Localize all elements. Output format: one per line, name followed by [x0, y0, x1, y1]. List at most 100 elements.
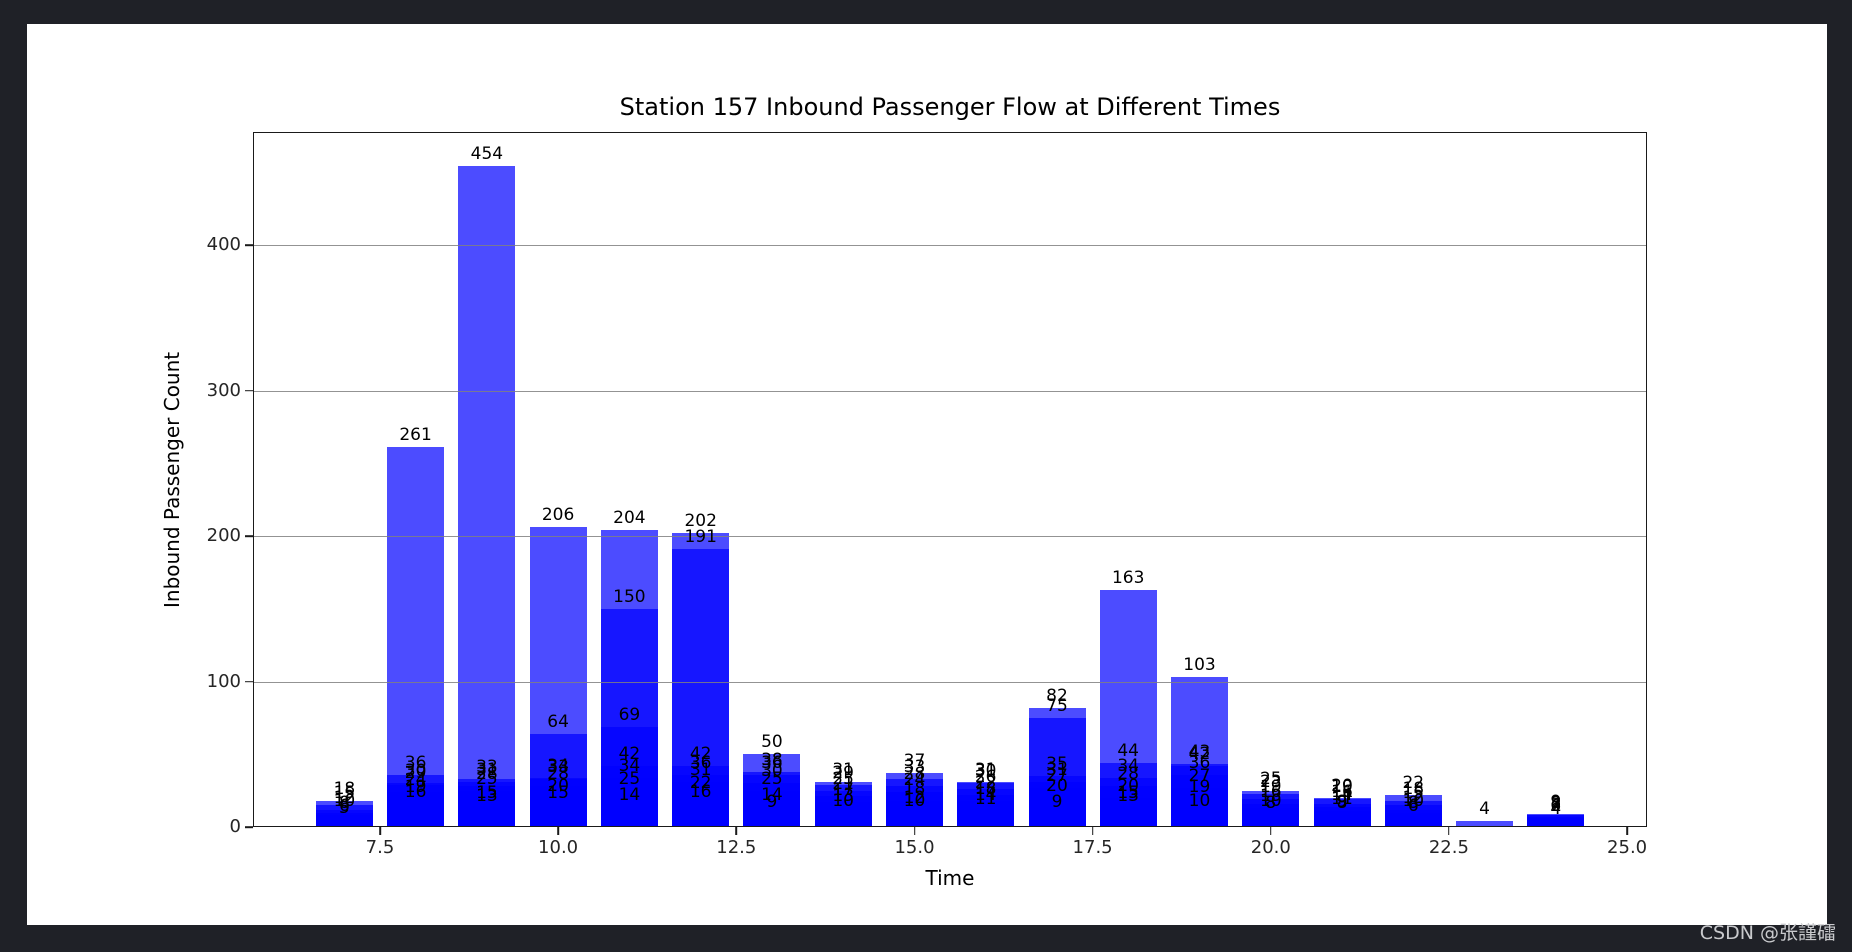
- bar-value-label: 18: [1402, 778, 1425, 799]
- bar: [458, 166, 516, 827]
- bar-value-label: 27: [1046, 765, 1068, 786]
- bar-value-label: 20: [1331, 775, 1353, 796]
- bar-value-label: 20: [1117, 775, 1140, 796]
- bar-value-label: 29: [832, 762, 855, 783]
- bar: [600, 806, 658, 827]
- y-tick-label: 400: [206, 234, 241, 255]
- bar-value-label: 18: [974, 778, 997, 799]
- bar-value-label: 14: [618, 784, 641, 805]
- bar-value-label: 31: [689, 759, 712, 780]
- bar-value-label: 8: [338, 793, 350, 814]
- bar-value-label: 36: [761, 752, 783, 773]
- bar-value-label: 22: [1402, 773, 1425, 793]
- bar: [672, 803, 730, 827]
- gridline: [253, 681, 1647, 683]
- bar: [387, 447, 445, 827]
- bar: [458, 808, 516, 827]
- bar: [886, 812, 943, 828]
- chart-title: Station 157 Inbound Passenger Flow at Di…: [619, 93, 1281, 121]
- bar-value-label: 9: [766, 791, 778, 812]
- bar-value-label: 261: [399, 425, 432, 446]
- bar-value-label: 33: [903, 757, 926, 777]
- bar-value-label: 10: [1188, 790, 1211, 811]
- bar-value-label: 16: [404, 781, 427, 802]
- bar: [1028, 813, 1086, 827]
- bar-value-label: 8: [1336, 793, 1348, 814]
- bar-value-label: 34: [1117, 755, 1140, 776]
- y-tick-label: 200: [206, 525, 241, 546]
- bar-value-label: 163: [1111, 567, 1145, 588]
- bar-value-label: 43: [1188, 742, 1211, 763]
- bar: [1242, 815, 1300, 827]
- bar-value-label: 9: [1051, 791, 1063, 812]
- bar-value-label: 50: [761, 732, 783, 753]
- y-tick-mark: [245, 680, 253, 683]
- gridline: [253, 536, 1647, 538]
- bar-value-label: 28: [547, 764, 569, 785]
- x-axis-label: Time: [925, 866, 975, 890]
- bar-value-label: 34: [618, 755, 641, 776]
- bar-value-label: 15: [1117, 783, 1140, 804]
- bar: [1313, 815, 1371, 827]
- bar-value-label: 30: [761, 761, 783, 782]
- bar: [957, 811, 1015, 827]
- bar-value-label: 31: [974, 759, 997, 780]
- bar-value-label: 454: [470, 144, 504, 165]
- bar-value-label: 25: [476, 768, 498, 789]
- bar-value-label: 21: [832, 774, 855, 795]
- bar-value-label: 10: [903, 790, 926, 811]
- x-tick-mark: [379, 827, 381, 835]
- bar-value-label: 69: [618, 704, 641, 725]
- bar-value-label: 15: [333, 783, 356, 804]
- bar-value-label: 16: [1259, 781, 1282, 802]
- bar: [743, 813, 801, 827]
- bar-value-label: 42: [1188, 743, 1211, 764]
- bar-value-label: 5: [338, 797, 350, 818]
- bar-value-label: 27: [1188, 765, 1211, 786]
- bar-value-label: 35: [1046, 754, 1068, 775]
- bar-value-label: 30: [404, 761, 427, 782]
- bar-value-label: 36: [404, 752, 427, 773]
- x-tick-mark: [1091, 827, 1094, 835]
- bar-value-label: 206: [541, 505, 575, 526]
- y-tick-label: 0: [229, 816, 241, 837]
- x-tick-label: 12.5: [716, 837, 757, 858]
- bar-value-label: 42: [618, 743, 641, 764]
- bar-value-label: 31: [832, 759, 855, 780]
- bar-value-label: 44: [1117, 741, 1140, 761]
- y-tick-mark: [245, 244, 253, 246]
- bar-value-label: 19: [1259, 777, 1282, 798]
- bar-value-label: 24: [404, 770, 427, 791]
- bar-value-label: 28: [1117, 764, 1140, 785]
- bar-value-label: 14: [974, 784, 997, 805]
- x-tick-mark: [913, 827, 916, 835]
- bar-value-label: 9: [1336, 791, 1348, 812]
- bar-value-label: 38: [761, 749, 783, 770]
- bar-value-label: 17: [832, 780, 855, 801]
- bar-value-label: 16: [689, 781, 712, 802]
- bar: [1099, 808, 1157, 827]
- bar-value-label: 15: [1402, 783, 1425, 804]
- bar-value-label: 150: [613, 586, 646, 607]
- bar-value-label: 15: [547, 783, 569, 804]
- bar-value-label: 6: [338, 796, 350, 817]
- bar: [814, 812, 872, 828]
- chart-figure: Station 157 Inbound Passenger Flow at Di…: [27, 24, 1827, 925]
- bar-value-label: 14: [761, 784, 783, 805]
- bar-value-label: 10: [1259, 790, 1282, 811]
- x-tick-label: 7.5: [365, 837, 395, 858]
- bar-value-label: 31: [476, 759, 498, 780]
- bar: [315, 819, 373, 827]
- bar-value-label: 75: [1046, 695, 1068, 716]
- grid-layer: [253, 132, 1647, 827]
- bar-value-label: 25: [618, 768, 641, 789]
- y-tick-label: 300: [206, 379, 241, 401]
- bar-value-label: 12: [333, 787, 356, 808]
- gridline: [253, 390, 1647, 392]
- plot-area: 18 15 12 10 8 6 5 261 36 30 29 24 19 16 454 33 31 28 25 15 1…: [207, 132, 1647, 857]
- bar-value-label: 11: [974, 789, 997, 809]
- bar-value-label: 25: [761, 768, 783, 789]
- bar-value-label: 202: [684, 511, 717, 532]
- bar-value-label: 8: [1550, 793, 1562, 814]
